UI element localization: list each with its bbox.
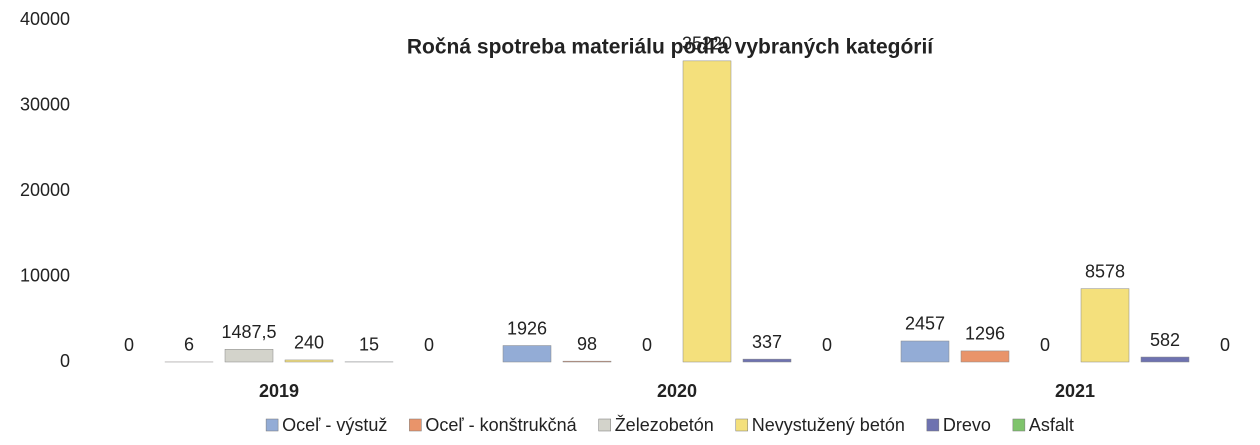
data-label: 98 bbox=[577, 334, 597, 354]
y-tick-label: 0 bbox=[60, 351, 70, 371]
legend-label: Nevystužený betón bbox=[752, 415, 905, 435]
data-label: 35220 bbox=[682, 34, 732, 54]
y-tick-label: 10000 bbox=[20, 265, 70, 285]
bar bbox=[562, 360, 612, 363]
legend-swatch bbox=[598, 418, 611, 432]
bar bbox=[502, 345, 552, 363]
bar bbox=[1080, 288, 1130, 363]
x-tick-label: 2020 bbox=[657, 381, 697, 401]
data-label: 2457 bbox=[905, 314, 945, 334]
legend-label: Asfalt bbox=[1029, 415, 1074, 435]
bar bbox=[682, 60, 732, 363]
data-label: 6 bbox=[184, 335, 194, 355]
data-label: 0 bbox=[822, 335, 832, 355]
data-label: 0 bbox=[1040, 335, 1050, 355]
y-tick-label: 20000 bbox=[20, 180, 70, 200]
y-tick-label: 30000 bbox=[20, 94, 70, 114]
bar bbox=[960, 350, 1010, 363]
data-label: 8578 bbox=[1085, 261, 1125, 281]
legend-swatch bbox=[1012, 418, 1026, 432]
legend-swatch bbox=[409, 418, 422, 432]
bar bbox=[284, 359, 334, 363]
legend-swatch bbox=[926, 418, 940, 432]
legend-label: Železobetón bbox=[615, 415, 714, 435]
bar bbox=[900, 340, 950, 363]
data-label: 582 bbox=[1150, 330, 1180, 350]
bar bbox=[742, 358, 792, 363]
x-tick-label: 2021 bbox=[1055, 381, 1095, 401]
data-label: 1926 bbox=[507, 318, 547, 338]
data-label: 0 bbox=[1220, 335, 1230, 355]
data-label: 0 bbox=[424, 335, 434, 355]
data-label: 15 bbox=[359, 335, 379, 355]
bar bbox=[1140, 356, 1190, 363]
legend-label: Drevo bbox=[943, 415, 991, 435]
legend-label: Oceľ - výstuž bbox=[282, 415, 387, 435]
legend-label: Oceľ - konštrukčná bbox=[425, 415, 577, 435]
data-label: 0 bbox=[642, 335, 652, 355]
legend-swatch bbox=[735, 418, 749, 432]
data-label: 0 bbox=[124, 335, 134, 355]
data-label: 1487,5 bbox=[221, 322, 276, 342]
y-tick-label: 40000 bbox=[20, 9, 70, 29]
bar bbox=[224, 349, 274, 363]
data-label: 337 bbox=[752, 332, 782, 352]
chart-title: Ročná spotreba materiálu podľa vybraných… bbox=[407, 36, 934, 59]
legend-swatch bbox=[265, 418, 279, 432]
x-tick-label: 2019 bbox=[259, 381, 299, 401]
data-label: 240 bbox=[294, 333, 324, 353]
data-label: 1296 bbox=[965, 324, 1005, 344]
